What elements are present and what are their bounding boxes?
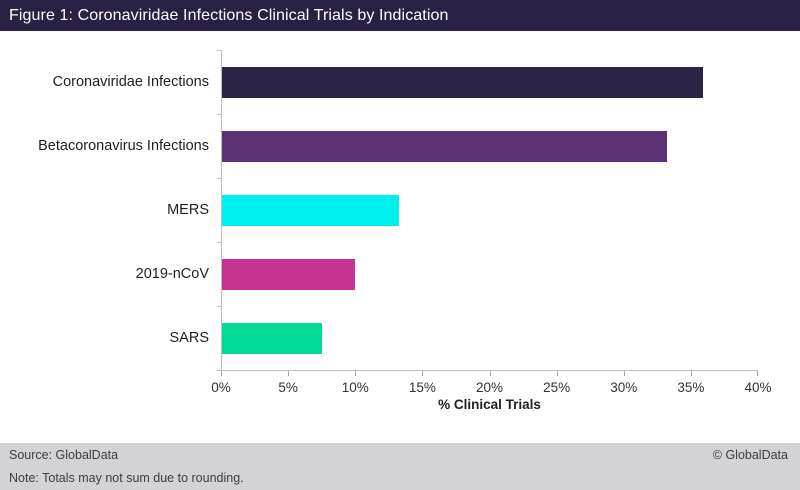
x-axis-title: % Clinical Trials [438, 397, 541, 412]
x-axis-tick [489, 371, 491, 376]
category-label: MERS [167, 202, 209, 218]
bar [221, 258, 355, 290]
category-label: Betacoronavirus Infections [38, 138, 209, 154]
category-label: SARS [169, 330, 210, 346]
bar-track [221, 258, 757, 290]
bar [221, 322, 322, 354]
x-tick-label: 25% [543, 380, 571, 395]
x-tick-label: 30% [610, 380, 638, 395]
x-axis-tick [355, 371, 357, 376]
bar-track [221, 194, 757, 226]
x-axis-tick [288, 371, 290, 376]
bar-rows: Coronaviridae Infections Betacoronavirus … [0, 50, 757, 370]
x-tick-label: 5% [278, 380, 298, 395]
x-axis-tick [422, 371, 424, 376]
x-axis-tick [690, 371, 692, 376]
x-axis: 0% 5% 10% 15% 20% 25% 30% 35% 40% [211, 370, 772, 395]
x-axis-tick [623, 371, 625, 376]
bar-row: SARS [0, 306, 757, 370]
x-tick-label: 20% [475, 380, 504, 395]
y-axis-tick [217, 242, 222, 243]
x-tick-label: 10% [341, 380, 369, 395]
bar-track [221, 66, 757, 98]
x-tick-label: 0% [211, 380, 231, 395]
bar-track [221, 322, 757, 354]
bar [221, 194, 400, 226]
y-axis-tick [217, 114, 222, 115]
note-text: Note: Totals may not sum due to rounding… [9, 471, 244, 485]
bar [221, 130, 668, 162]
y-axis-tick [217, 306, 222, 307]
category-label: 2019-nCoV [135, 266, 209, 282]
bar-row: Coronaviridae Infections [0, 50, 757, 114]
bar-chart: Coronaviridae Infections Betacoronavirus … [0, 31, 800, 440]
category-label: Coronaviridae Infections [52, 74, 209, 90]
x-tick-label: 35% [677, 380, 705, 395]
copyright-text: © GlobalData [712, 447, 788, 462]
bar-track [221, 130, 757, 162]
figure-title-bar: Figure 1: Coronaviridae Infections Clini… [0, 0, 800, 31]
y-axis-tick [217, 370, 222, 371]
footer-row-note: Note: Totals may not sum due to rounding… [0, 466, 800, 490]
x-axis-tick [556, 371, 558, 376]
x-axis-tick [221, 371, 222, 376]
y-axis-tick [217, 178, 222, 179]
y-axis-tick [217, 50, 222, 51]
bar [221, 66, 704, 98]
figure-footer: Source: GlobalData © GlobalData Note: To… [0, 443, 800, 490]
x-tick-label: 40% [744, 380, 772, 395]
bar-row: MERS [0, 178, 757, 242]
x-axis-tick [757, 371, 758, 376]
footer-row-source: Source: GlobalData © GlobalData [0, 443, 800, 466]
bar-row: Betacoronavirus Infections [0, 114, 757, 178]
x-tick-label: 15% [408, 380, 436, 395]
source-text: Source: GlobalData [9, 447, 119, 462]
figure-title: Figure 1: Coronaviridae Infections Clini… [9, 6, 449, 24]
bar-row: 2019-nCoV [0, 242, 757, 306]
y-axis [217, 50, 222, 371]
